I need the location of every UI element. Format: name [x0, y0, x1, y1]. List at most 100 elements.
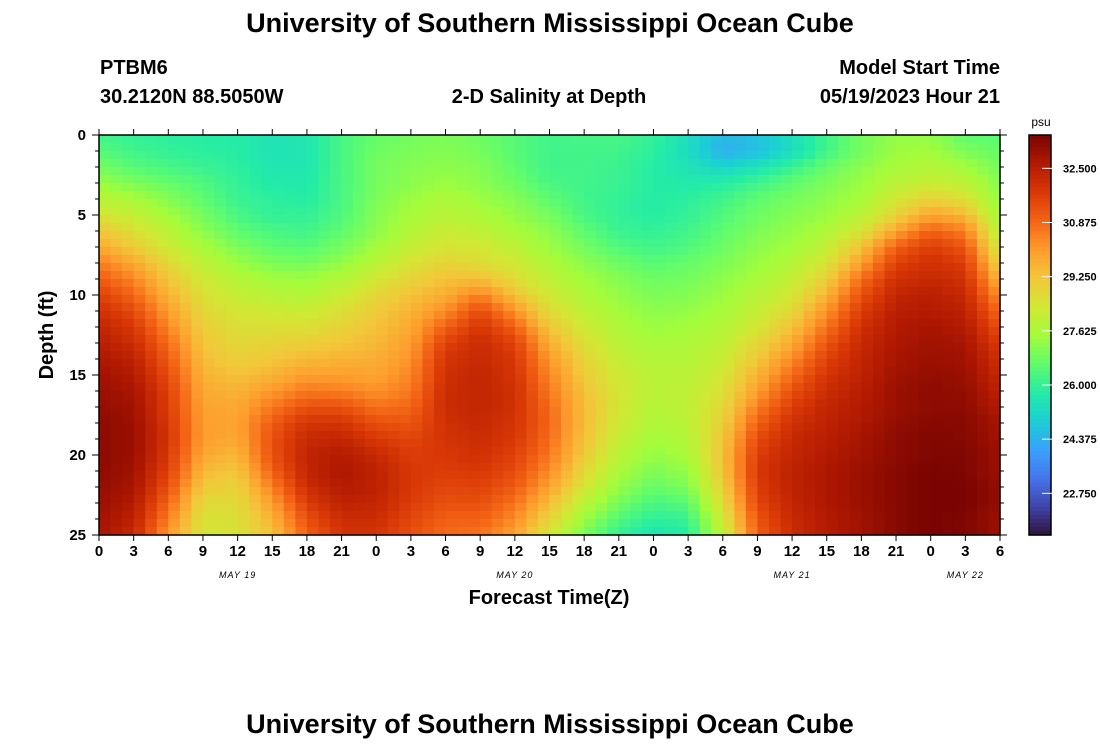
heatmap-cell — [907, 407, 920, 416]
heatmap-cell — [919, 527, 932, 536]
heatmap-cell — [514, 399, 527, 408]
heatmap-cell — [757, 247, 770, 256]
heatmap-cell — [260, 415, 273, 424]
heatmap-cell — [537, 471, 551, 480]
heatmap-cell — [630, 295, 643, 304]
heatmap-cell — [110, 231, 123, 240]
heatmap-cell — [815, 255, 828, 264]
heatmap-cell — [110, 167, 123, 176]
heatmap-cell — [283, 391, 296, 400]
heatmap-cell — [907, 255, 920, 264]
heatmap-cell — [815, 199, 828, 208]
heatmap-cell — [953, 135, 966, 144]
heatmap-cell — [341, 447, 354, 456]
heatmap-cell — [630, 199, 643, 208]
heatmap-cell — [457, 383, 470, 392]
heatmap-cell — [768, 311, 782, 320]
page-title: University of Southern Mississippi Ocean… — [246, 8, 854, 38]
heatmap-cell — [110, 359, 123, 368]
heatmap-cell — [549, 263, 562, 272]
heatmap-cell — [410, 479, 424, 488]
colorbar-tick-label: 27.625 — [1063, 326, 1097, 338]
heatmap-cell — [653, 311, 666, 320]
heatmap-cell — [410, 391, 424, 400]
heatmap-cell — [653, 271, 666, 280]
heatmap-cell — [930, 311, 943, 320]
heatmap-cell — [433, 415, 447, 424]
heatmap-cell — [688, 295, 701, 304]
heatmap-cell — [618, 519, 631, 528]
heatmap-cell — [330, 271, 343, 280]
colorbar-segment — [1029, 271, 1051, 276]
heatmap-cell — [202, 431, 216, 440]
x-tick-label: 6 — [719, 543, 727, 560]
colorbar-segment — [1029, 327, 1051, 332]
heatmap-cell — [445, 287, 458, 296]
heatmap-cell — [99, 375, 112, 384]
heatmap-cell — [607, 199, 620, 208]
heatmap-cell — [942, 503, 955, 512]
heatmap-cell — [202, 191, 216, 200]
heatmap-cell — [110, 303, 123, 312]
heatmap-cell — [757, 367, 770, 376]
heatmap-cell — [561, 319, 574, 328]
heatmap-cell — [607, 471, 620, 480]
heatmap-cell — [792, 231, 805, 240]
heatmap-cell — [491, 487, 504, 496]
heatmap-cell — [745, 399, 759, 408]
heatmap-cell — [122, 271, 135, 280]
heatmap-cell — [907, 375, 920, 384]
heatmap-cell — [353, 287, 366, 296]
heatmap-cell — [792, 439, 805, 448]
heatmap-cell — [803, 367, 816, 376]
heatmap-cell — [907, 471, 920, 480]
heatmap-cell — [202, 503, 216, 512]
heatmap-cell — [226, 399, 239, 408]
heatmap-cell — [595, 207, 608, 216]
heatmap-cell — [145, 487, 158, 496]
heatmap-cell — [584, 311, 597, 320]
heatmap-cell — [549, 375, 562, 384]
heatmap-cell — [757, 263, 770, 272]
heatmap-cell — [306, 479, 320, 488]
heatmap-cell — [503, 359, 516, 368]
heatmap-cell — [364, 143, 377, 152]
heatmap-cell — [133, 143, 146, 152]
heatmap-cell — [826, 279, 839, 288]
heatmap-cell — [607, 463, 620, 472]
heatmap-cell — [249, 255, 262, 264]
heatmap-cell — [272, 503, 285, 512]
heatmap-cell — [653, 263, 666, 272]
heatmap-cell — [711, 167, 724, 176]
heatmap-cell — [572, 359, 585, 368]
heatmap-cell — [688, 159, 701, 168]
heatmap-cell — [156, 487, 169, 496]
heatmap-cell — [757, 359, 770, 368]
colorbar-segment — [1029, 471, 1051, 476]
heatmap-cell — [988, 391, 1001, 400]
heatmap-cell — [399, 511, 412, 520]
heatmap-cell — [722, 351, 735, 360]
heatmap-cell — [179, 303, 193, 312]
heatmap-cell — [537, 463, 551, 472]
heatmap-cell — [584, 383, 597, 392]
heatmap-cell — [641, 335, 655, 344]
heatmap-cell — [330, 463, 343, 472]
heatmap-cell — [861, 431, 874, 440]
heatmap-cell — [930, 527, 943, 536]
heatmap-cell — [168, 175, 181, 184]
heatmap-cell — [722, 319, 735, 328]
heatmap-cell — [699, 431, 712, 440]
heatmap-cell — [930, 143, 943, 152]
heatmap-cell — [896, 191, 909, 200]
heatmap-cell — [595, 327, 608, 336]
heatmap-cell — [942, 527, 955, 536]
heatmap-cell — [410, 167, 424, 176]
heatmap-cell — [665, 503, 678, 512]
heatmap-cell — [110, 199, 123, 208]
heatmap-cell — [202, 303, 216, 312]
heatmap-cell — [630, 167, 643, 176]
heatmap-cell — [433, 447, 447, 456]
heatmap-cell — [306, 319, 320, 328]
